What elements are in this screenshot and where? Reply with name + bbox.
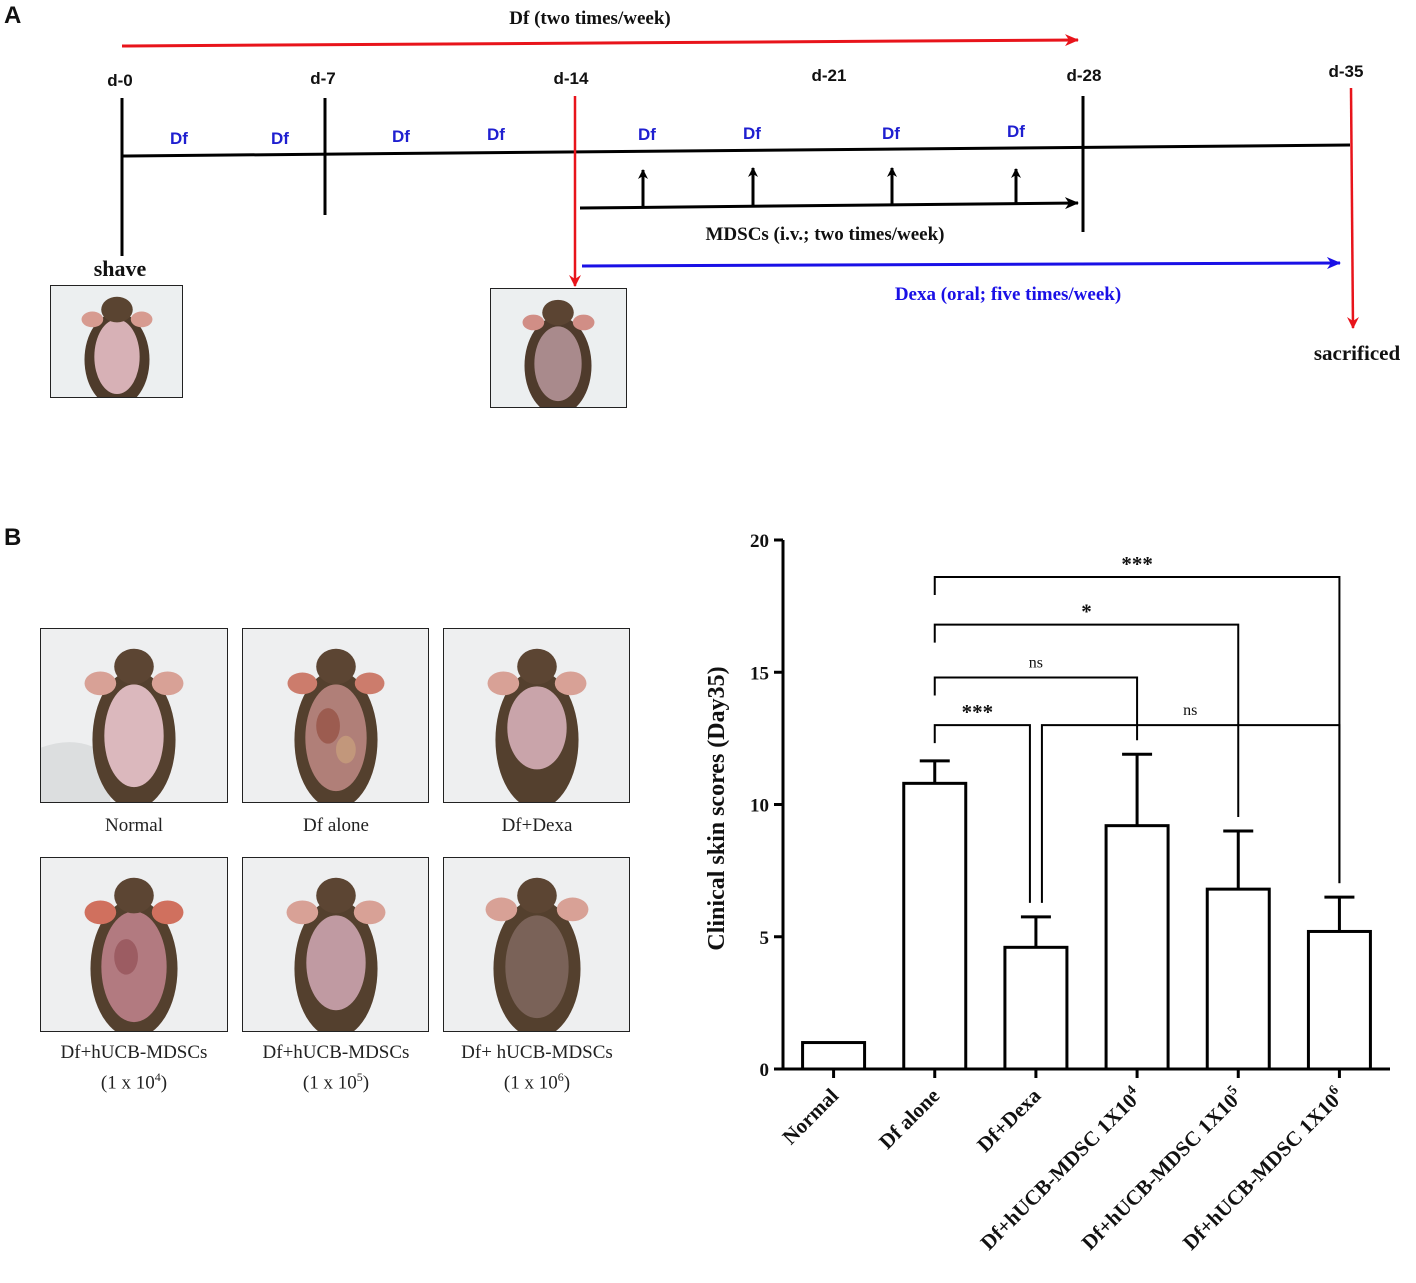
bar — [801, 1041, 867, 1071]
x-tick-label-text: Df+hUCB-MDSC 1X10 — [976, 1089, 1142, 1255]
x-tick-label: Df+hUCB-MDSC 1X106 — [1177, 1083, 1349, 1255]
x-tick-label-exponent: 5 — [1225, 1083, 1241, 1099]
day-label-7: d-7 — [310, 69, 336, 88]
df-mark: Df — [487, 125, 505, 144]
df-mark: Df — [743, 124, 761, 143]
dose-close: ) — [362, 1072, 370, 1094]
df-mark: Df — [271, 129, 289, 148]
bar — [1306, 929, 1372, 1071]
x-tick-label-text: Df+hUCB-MDSC 1X10 — [1178, 1089, 1344, 1255]
significance-label: ns — [1183, 702, 1197, 719]
x-tick-label: Normal — [777, 1083, 843, 1149]
red-arrow-d35 — [1347, 87, 1359, 329]
x-tick-label-text: Df alone — [874, 1084, 944, 1154]
significance-bracket — [933, 724, 1031, 903]
y-tick-label: 0 — [760, 1060, 770, 1081]
bar — [1104, 824, 1170, 1071]
df-mark: Df — [638, 125, 656, 144]
dose-exponent: 5 — [356, 1070, 363, 1084]
day-label-21: d-21 — [812, 66, 847, 85]
df-top-label: Df (two times/week) — [509, 8, 670, 29]
significance-label: * — [1081, 600, 1092, 624]
x-tick-label-text: Df+Dexa — [972, 1083, 1046, 1157]
shave-label: shave — [94, 256, 147, 281]
caption-df-dexa: Df+Dexa — [501, 815, 573, 836]
dose-text: (1 x 10 — [503, 1072, 558, 1094]
caption-normal: Normal — [104, 815, 164, 836]
df-mark: Df — [1007, 122, 1025, 141]
x-tick-label-text: Df+hUCB-MDSC 1X10 — [1077, 1089, 1243, 1255]
day-label-28: d-28 — [1067, 66, 1102, 85]
dose-close: ) — [160, 1072, 168, 1094]
x-tick-label-exponent: 4 — [1124, 1083, 1140, 1099]
caption-mdsc-1e5-line1: Df+hUCB-MDSCs — [262, 1042, 410, 1063]
y-tick-label: 20 — [750, 531, 769, 552]
significance-bracket — [933, 676, 1139, 741]
caption-mdsc-1e6-line1: Df+ hUCB-MDSCs — [461, 1042, 613, 1063]
mouse-photo-df-dexa — [443, 628, 630, 803]
y-tick-label: 10 — [750, 796, 769, 817]
panel-a-label: A — [4, 2, 22, 29]
caption-mdsc-1e5-dose: (1 x 105) — [236, 1065, 436, 1095]
mouse-photo-mdsc-1e6 — [443, 857, 630, 1032]
df-mark: Df — [392, 127, 410, 146]
mouse-photo-d14 — [490, 288, 627, 408]
sacrificed-label: sacrificed — [1314, 341, 1401, 365]
x-tick-label-text: Normal — [777, 1083, 843, 1149]
day-label-0: d-0 — [107, 71, 133, 90]
y-tick-label: 5 — [760, 928, 770, 949]
bar — [1003, 945, 1069, 1071]
x-tick-label: Df+hUCB-MDSC 1X104 — [975, 1083, 1147, 1255]
significance-bracket — [1040, 724, 1341, 903]
dose-exponent: 6 — [557, 1070, 564, 1084]
df-mark: Df — [882, 124, 900, 143]
mouse-photo-mdsc-1e4 — [40, 857, 228, 1032]
significance-label: *** — [1121, 552, 1153, 576]
caption-mdsc-1e6-dose: (1 x 106) — [437, 1065, 637, 1095]
caption-mdsc-1e6: Df+ hUCB-MDSCs (1 x 106) — [437, 1041, 637, 1095]
x-tick-label: Df+hUCB-MDSC 1X105 — [1076, 1083, 1248, 1255]
significance-label: ns — [1029, 655, 1043, 672]
day-label-14: d-14 — [554, 69, 590, 88]
caption-mdsc-1e4-dose: (1 x 104) — [34, 1065, 234, 1095]
mouse-photo-df-alone — [242, 628, 429, 803]
df-top-arrow — [121, 34, 1079, 48]
dexa-arrow — [581, 257, 1341, 270]
mouse-photo-mdsc-1e5 — [242, 857, 429, 1032]
mouse-photo-normal — [40, 628, 228, 803]
caption-mdsc-1e4: Df+hUCB-MDSCs (1 x 104) — [34, 1041, 234, 1095]
caption-mdsc-1e5: Df+hUCB-MDSCs (1 x 105) — [236, 1041, 436, 1095]
dose-exponent: 4 — [154, 1070, 161, 1084]
x-tick-label: Df alone — [874, 1084, 944, 1154]
significance-bracket — [933, 623, 1240, 817]
dexa-label: Dexa (oral; five times/week) — [895, 284, 1121, 305]
dose-text: (1 x 10 — [100, 1072, 155, 1094]
y-axis-label: Clinical skin scores (Day35) — [704, 666, 730, 950]
significance-bracket — [933, 576, 1341, 884]
caption-mdsc-1e4-line1: Df+hUCB-MDSCs — [60, 1042, 208, 1063]
mdsc-arrow — [579, 197, 1079, 210]
significance-label: *** — [962, 700, 994, 724]
x-tick-label: Df+Dexa — [972, 1083, 1046, 1157]
bar — [1205, 887, 1271, 1071]
timeline-diagram: Df (two times/week) d-0 d-7 d-14 d-21 d-… — [94, 8, 1401, 365]
df-mark: Df — [170, 129, 188, 148]
x-tick-label-exponent: 6 — [1326, 1083, 1342, 1099]
day-label-35: d-35 — [1329, 62, 1364, 81]
bar — [902, 781, 968, 1071]
dose-text: (1 x 10 — [302, 1072, 357, 1094]
panel-b-label: B — [4, 524, 22, 551]
dose-close: ) — [563, 1072, 571, 1094]
mouse-photo-shave — [50, 285, 183, 398]
timeline-axis — [121, 143, 1351, 158]
mdsc-label: MDSCs (i.v.; two times/week) — [705, 224, 944, 245]
caption-df-alone: Df alone — [303, 815, 369, 836]
y-tick-label: 15 — [750, 663, 769, 684]
